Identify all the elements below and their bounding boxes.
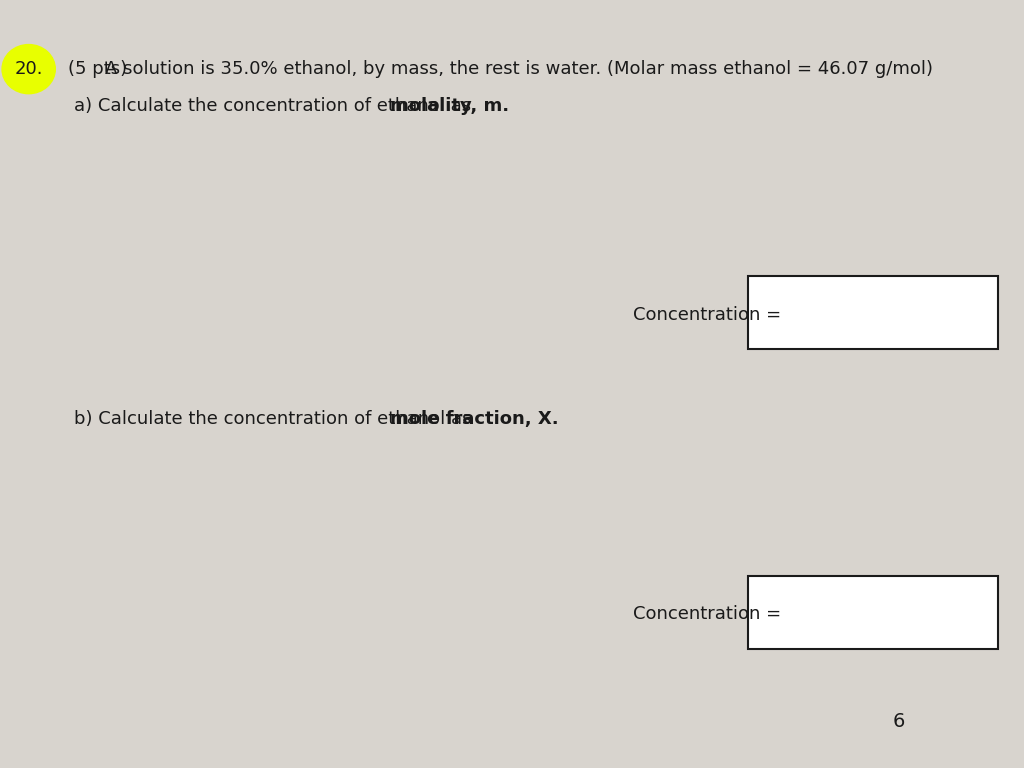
Ellipse shape [2, 45, 55, 94]
Text: 6: 6 [893, 713, 905, 731]
Text: molality, m.: molality, m. [389, 97, 509, 115]
Text: mole fraction, X.: mole fraction, X. [389, 409, 558, 428]
Text: 20.: 20. [14, 60, 43, 78]
Text: A solution is 35.0% ethanol, by mass, the rest is water. (Molar mass ethanol = 4: A solution is 35.0% ethanol, by mass, th… [105, 60, 934, 78]
Bar [748, 276, 998, 349]
Text: Concentration =: Concentration = [633, 306, 781, 324]
Text: b) Calculate the concentration of ethanol as: b) Calculate the concentration of ethano… [74, 409, 477, 428]
Bar [748, 576, 998, 649]
Text: (5 pts): (5 pts) [68, 60, 127, 78]
Text: a) Calculate the concentration of ethanol as: a) Calculate the concentration of ethano… [74, 97, 476, 115]
Text: Concentration =: Concentration = [633, 605, 781, 624]
